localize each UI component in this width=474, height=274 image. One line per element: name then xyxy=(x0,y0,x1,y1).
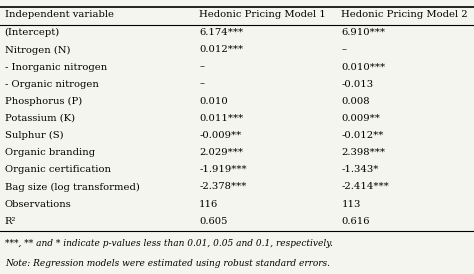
Text: Hedonic Pricing Model 1: Hedonic Pricing Model 1 xyxy=(199,10,326,19)
Text: 0.616: 0.616 xyxy=(341,217,370,226)
Text: Organic certification: Organic certification xyxy=(5,165,111,174)
Text: -0.013: -0.013 xyxy=(341,80,374,89)
Text: - Inorganic nitrogen: - Inorganic nitrogen xyxy=(5,62,107,72)
Text: Nitrogen (N): Nitrogen (N) xyxy=(5,45,70,55)
Text: 0.012***: 0.012*** xyxy=(199,45,243,55)
Text: Organic branding: Organic branding xyxy=(5,148,95,157)
Text: Observations: Observations xyxy=(5,199,72,209)
Text: -2.378***: -2.378*** xyxy=(199,182,246,192)
Text: 0.008: 0.008 xyxy=(341,97,370,106)
Text: –: – xyxy=(199,62,204,72)
Text: - Organic nitrogen: - Organic nitrogen xyxy=(5,80,99,89)
Text: R²: R² xyxy=(5,217,16,226)
Text: 113: 113 xyxy=(341,199,361,209)
Text: -0.009**: -0.009** xyxy=(199,131,241,140)
Text: Independent variable: Independent variable xyxy=(5,10,114,19)
Text: 6.910***: 6.910*** xyxy=(341,28,385,37)
Text: -2.414***: -2.414*** xyxy=(341,182,389,192)
Text: –: – xyxy=(341,45,346,55)
Text: Note: Regression models were estimated using robust standard errors.: Note: Regression models were estimated u… xyxy=(5,259,330,268)
Text: 0.010***: 0.010*** xyxy=(341,62,385,72)
Text: Hedonic Pricing Model 2: Hedonic Pricing Model 2 xyxy=(341,10,468,19)
Text: 0.011***: 0.011*** xyxy=(199,114,243,123)
Text: Phosphorus (P): Phosphorus (P) xyxy=(5,97,82,106)
Text: Bag size (log transformed): Bag size (log transformed) xyxy=(5,182,140,192)
Text: 2.029***: 2.029*** xyxy=(199,148,243,157)
Text: 2.398***: 2.398*** xyxy=(341,148,385,157)
Text: 6.174***: 6.174*** xyxy=(199,28,243,37)
Text: 116: 116 xyxy=(199,199,219,209)
Text: Sulphur (S): Sulphur (S) xyxy=(5,131,64,140)
Text: (Intercept): (Intercept) xyxy=(5,28,60,38)
Text: 0.605: 0.605 xyxy=(199,217,228,226)
Text: 0.009**: 0.009** xyxy=(341,114,380,123)
Text: -0.012**: -0.012** xyxy=(341,131,383,140)
Text: Potassium (K): Potassium (K) xyxy=(5,114,75,123)
Text: –: – xyxy=(199,80,204,89)
Text: -1.343*: -1.343* xyxy=(341,165,379,174)
Text: 0.010: 0.010 xyxy=(199,97,228,106)
Text: -1.919***: -1.919*** xyxy=(199,165,246,174)
Text: ***, ** and * indicate p-values less than 0.01, 0.05 and 0.1, respectively.: ***, ** and * indicate p-values less tha… xyxy=(5,239,333,248)
